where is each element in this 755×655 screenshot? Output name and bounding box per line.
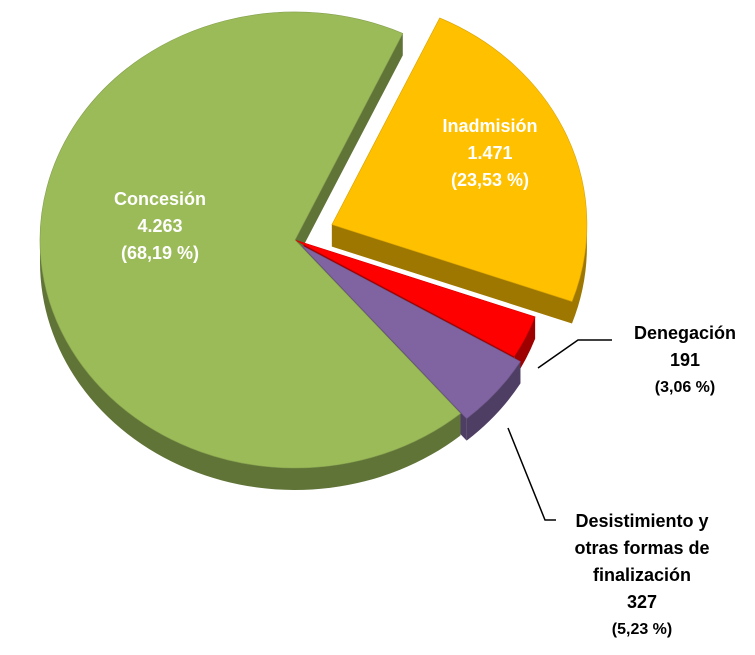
slice-wall <box>331 224 572 324</box>
slice-label: Denegación 191 (3,06 %) <box>610 320 755 401</box>
slice-label: Inadmisión 1.471 (23,53 %) <box>405 113 575 194</box>
percentage-label: (68,19 %) <box>120 243 200 263</box>
value-label: 327 <box>626 592 658 612</box>
leader-line <box>537 339 612 369</box>
slice-tops <box>39 11 588 469</box>
leader-line <box>507 427 556 521</box>
category-label: Concesión <box>113 189 206 209</box>
slice <box>331 17 588 302</box>
slice-side <box>466 361 521 441</box>
slice-label: Concesión 4.263 (68,19 %) <box>75 186 245 267</box>
category-label: Desistimiento y otras formas de finaliza… <box>574 511 710 585</box>
percentage-label: (3,06 %) <box>654 379 716 396</box>
value-label: 1.471 <box>467 143 513 163</box>
category-label: Denegación <box>633 323 737 343</box>
slice-wall <box>295 33 403 263</box>
percentage-label: (23,53 %) <box>450 170 530 190</box>
value-label: 191 <box>669 350 701 370</box>
value-label: 4.263 <box>137 216 183 236</box>
slice <box>39 11 461 469</box>
slice-label: Desistimiento y otras formas de finaliza… <box>552 508 732 643</box>
slice <box>300 244 521 420</box>
percentage-label: (5,23 %) <box>611 621 673 638</box>
slice-side <box>571 224 587 324</box>
category-label: Inadmisión <box>442 116 538 136</box>
slice <box>294 239 536 357</box>
slice-side <box>40 240 461 491</box>
